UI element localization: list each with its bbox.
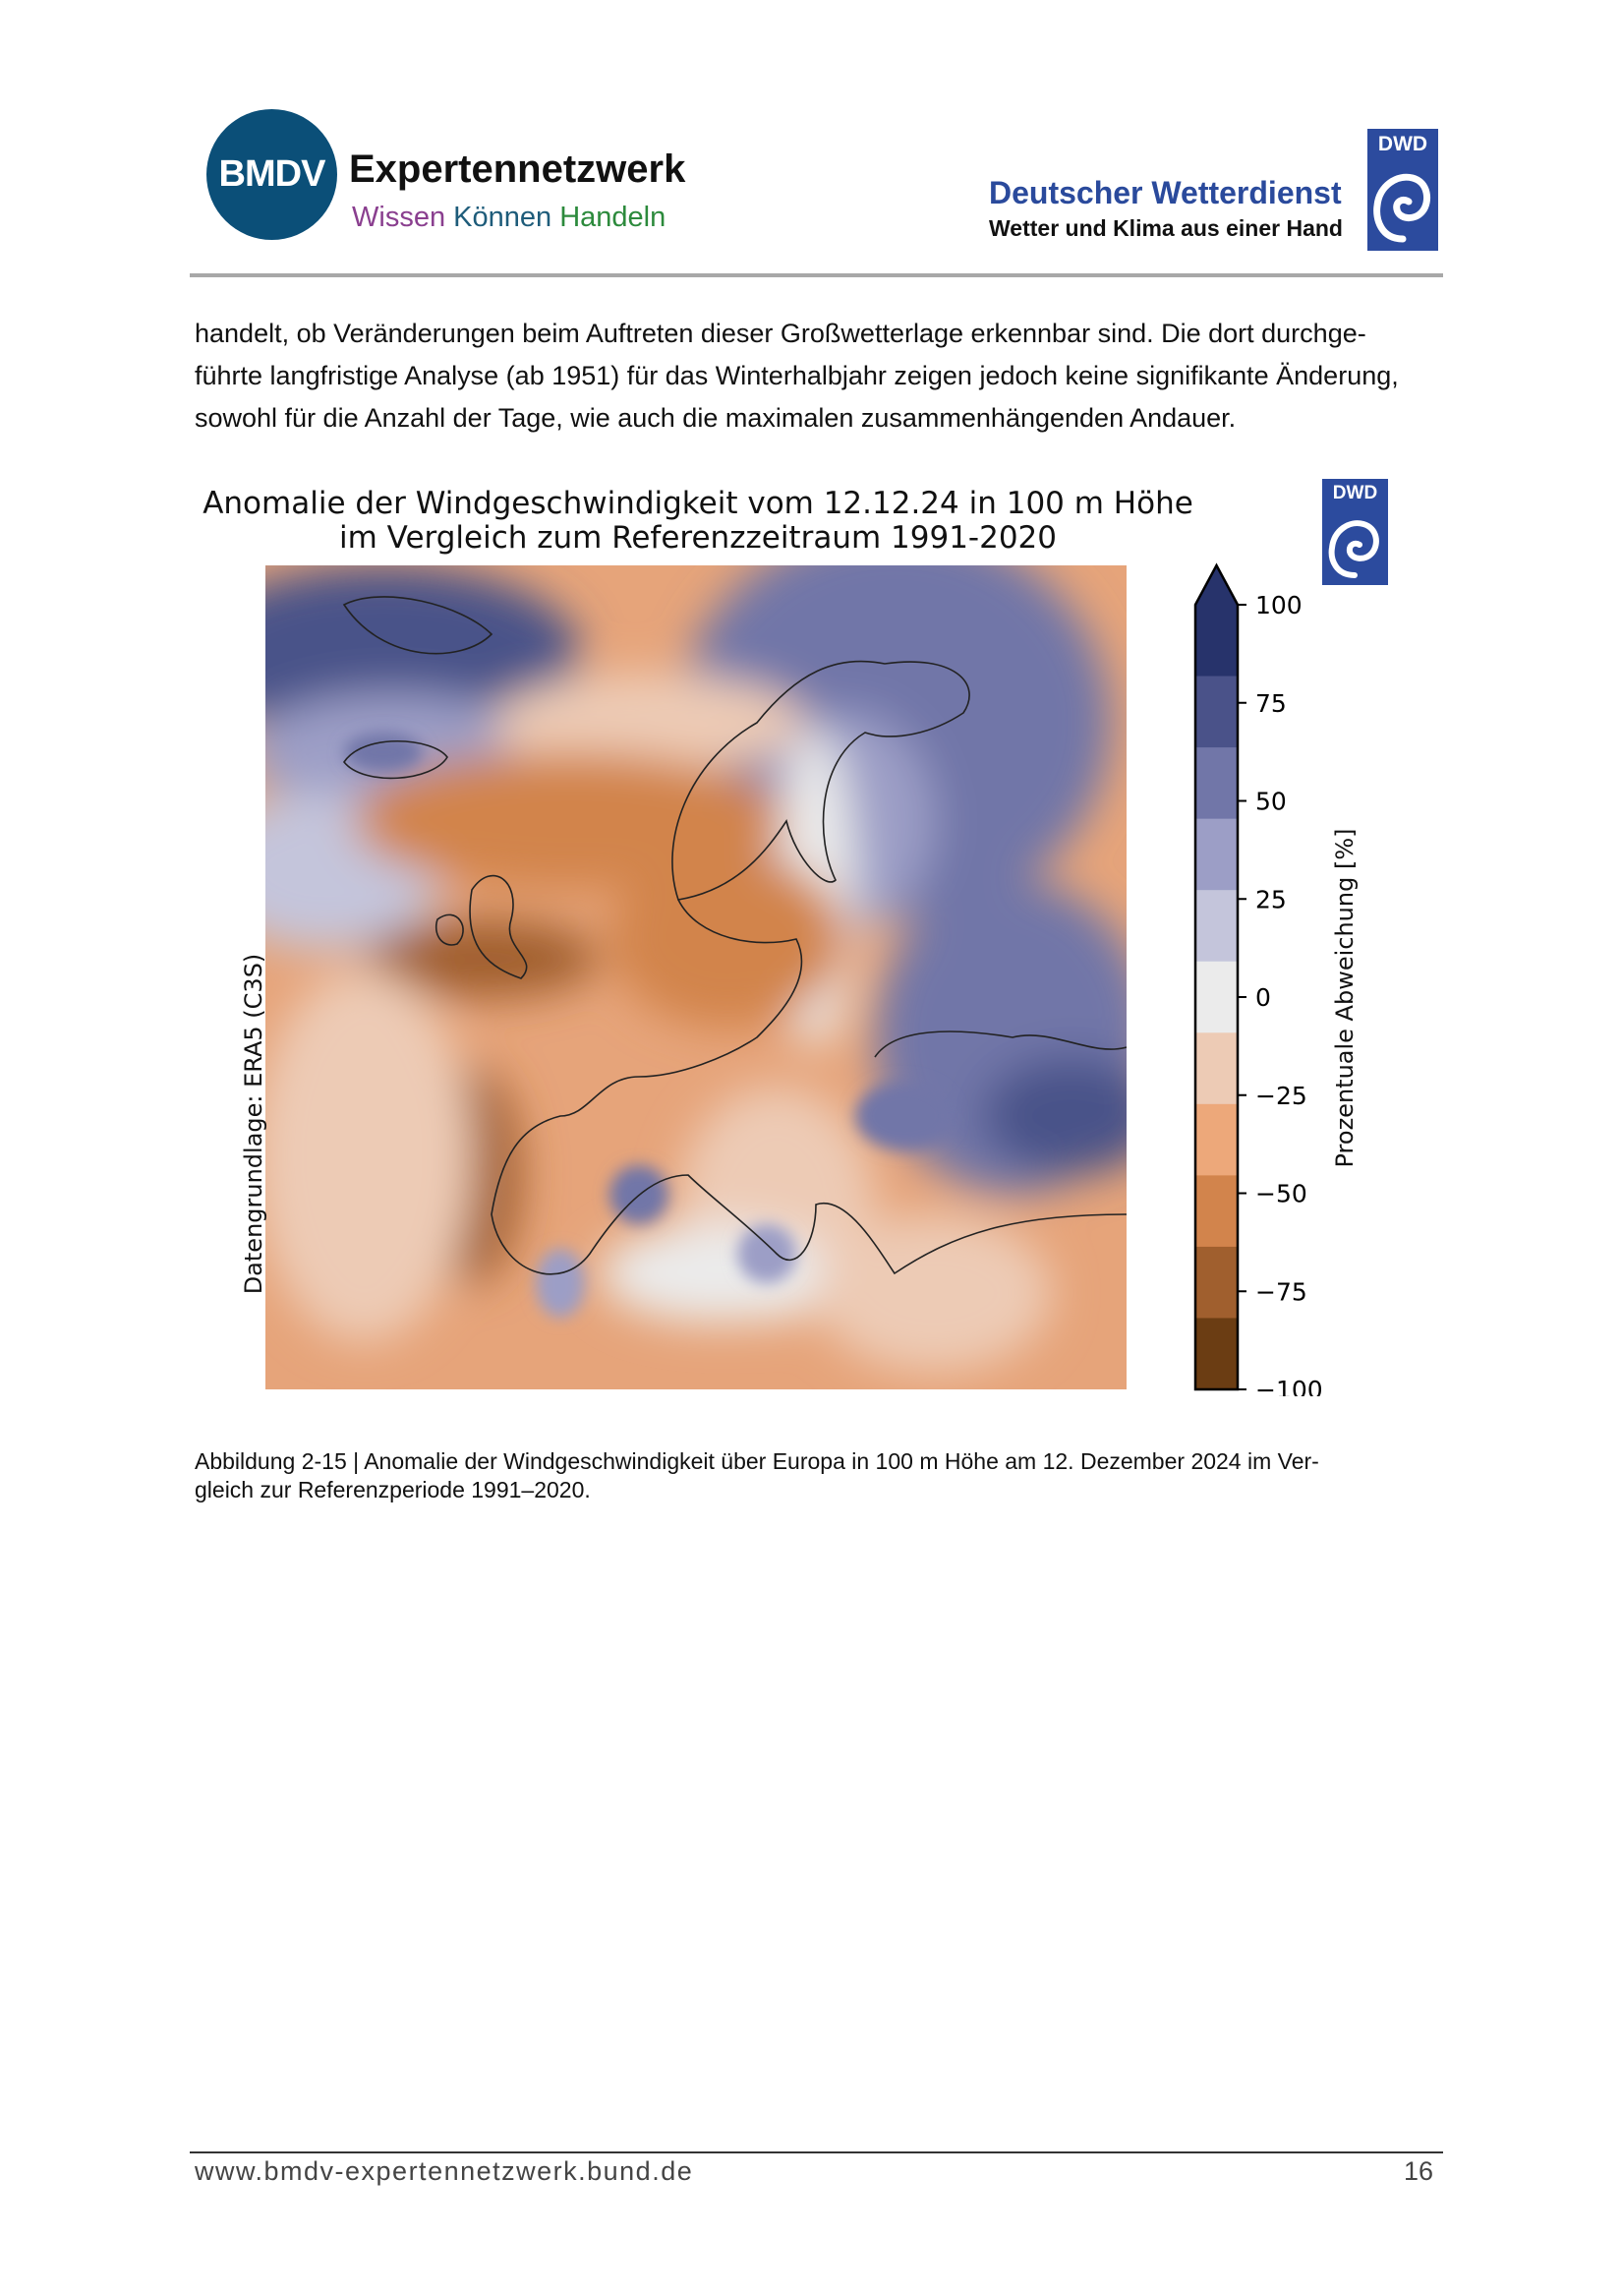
bmdv-title: Expertennetzwerk bbox=[349, 147, 686, 191]
dwd-small-logo-icon: DWD bbox=[1322, 479, 1388, 585]
wind-anomaly-map bbox=[265, 565, 1127, 1389]
bmdv-tagline: Wissen Können Handeln bbox=[352, 202, 666, 234]
colorbar-bin bbox=[1195, 747, 1238, 820]
bmdv-logo-text: BMDV bbox=[218, 153, 326, 195]
chart-title: Anomalie der Windgeschwindigkeit vom 12.… bbox=[197, 487, 1199, 556]
colorbar-bin bbox=[1195, 890, 1238, 963]
body-text-line: handelt, ob Veränderungen beim Auftreten… bbox=[195, 319, 1366, 348]
colorbar: 100 75 50 25 0 −25 −50 −75 −100 bbox=[1193, 562, 1322, 1396]
colorbar-tick-label: 50 bbox=[1255, 788, 1287, 816]
chart-title-line2: im Vergleich zum Referenzzeitraum 1991-2… bbox=[338, 520, 1057, 556]
colorbar-tick-label: 75 bbox=[1255, 689, 1287, 718]
dwd-small-logo-text: DWD bbox=[1333, 483, 1377, 503]
footer-url[interactable]: www.bmdv-expertennetzwerk.bund.de bbox=[195, 2156, 694, 2186]
anomaly-field bbox=[265, 565, 1127, 1372]
colorbar-extend-arrow bbox=[1195, 565, 1238, 605]
tagline-wissen: Wissen bbox=[352, 202, 446, 233]
colorbar-bin bbox=[1195, 1246, 1238, 1319]
body-text-line: führte langfristige Analyse (ab 1951) fü… bbox=[195, 361, 1399, 390]
tagline-koennen: Können bbox=[453, 202, 552, 233]
footer-divider bbox=[190, 2151, 1443, 2153]
colorbar-label: Prozentuale Abweichung [%] bbox=[1331, 828, 1359, 1168]
figure-caption-line: gleich zur Referenzperiode 1991–2020. bbox=[195, 1477, 591, 1502]
dwd-logo-icon: DWD bbox=[1367, 129, 1438, 251]
dwd-name: Deutscher Wetterdienst bbox=[989, 175, 1342, 210]
colorbar-bin bbox=[1195, 1318, 1238, 1390]
tagline-handeln: Handeln bbox=[559, 202, 666, 233]
colorbar-bin bbox=[1195, 676, 1238, 748]
colorbar-bin bbox=[1195, 1175, 1238, 1248]
colorbar-tick-label: 100 bbox=[1255, 591, 1303, 619]
dwd-claim: Wetter und Klima aus einer Hand bbox=[989, 215, 1343, 241]
chart-title-line1: Anomalie der Windgeschwindigkeit vom 12.… bbox=[203, 486, 1193, 521]
body-text-line: sowohl für die Anzahl der Tage, wie auch… bbox=[195, 403, 1237, 433]
colorbar-bin bbox=[1195, 605, 1238, 677]
colorbar-tick-label: 25 bbox=[1255, 885, 1287, 913]
colorbar-bin bbox=[1195, 818, 1238, 891]
data-source-label: Datengrundlage: ERA5 (C3S) bbox=[240, 953, 267, 1295]
colorbar-bin bbox=[1195, 1103, 1238, 1176]
colorbar-tick-label: −100 bbox=[1255, 1376, 1322, 1396]
colorbar-tick-label: −75 bbox=[1255, 1277, 1307, 1306]
colorbar-tick-label: 0 bbox=[1255, 983, 1271, 1012]
colorbar-tick-label: −50 bbox=[1255, 1180, 1307, 1208]
page-number: 16 bbox=[1404, 2156, 1434, 2186]
dwd-logo-text: DWD bbox=[1378, 133, 1427, 155]
bmdv-logo: BMDV bbox=[206, 109, 337, 240]
colorbar-bin bbox=[1195, 961, 1238, 1033]
coastlines bbox=[342, 596, 1127, 1275]
figure-caption-line: Abbildung 2-15 | Anomalie der Windgeschw… bbox=[195, 1448, 1319, 1474]
header-divider bbox=[190, 273, 1443, 277]
colorbar-tick-label: −25 bbox=[1255, 1082, 1307, 1110]
colorbar-bin bbox=[1195, 1032, 1238, 1105]
